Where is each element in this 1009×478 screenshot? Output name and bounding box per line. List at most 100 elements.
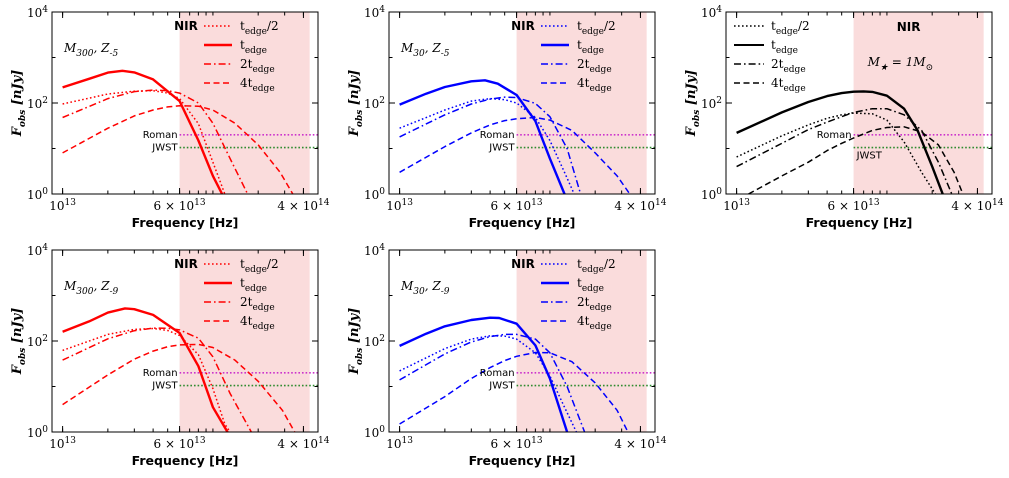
series-line-solid bbox=[62, 307, 229, 432]
jwst-label: JWST bbox=[856, 151, 883, 162]
x-tick-label: 1013 bbox=[49, 198, 76, 213]
jwst-label: JWST bbox=[151, 381, 178, 392]
y-tick-label: 104 bbox=[364, 5, 385, 20]
roman-label: Roman bbox=[817, 130, 852, 141]
x-axis-label: Frequency [Hz] bbox=[469, 215, 576, 230]
y-tick-label: 104 bbox=[27, 5, 48, 20]
nir-label: NIR bbox=[174, 19, 198, 33]
x-tick-label: 4 × 1014 bbox=[614, 198, 666, 213]
x-axis-label: Frequency [Hz] bbox=[132, 215, 239, 230]
jwst-label: JWST bbox=[151, 143, 178, 154]
y-axis-label: Fobs [nJy] bbox=[10, 70, 28, 138]
y-tick-label: 100 bbox=[364, 187, 385, 202]
series-group bbox=[62, 307, 296, 432]
x-tick-label: 6 × 1013 bbox=[491, 436, 543, 451]
x-tick-label: 6 × 1013 bbox=[828, 198, 880, 213]
legend-label: 2tedge bbox=[577, 57, 612, 75]
x-tick-label: 6 × 1013 bbox=[154, 198, 206, 213]
panel-annotation: M★ = 1M⊙ bbox=[867, 55, 934, 73]
x-tick-label: 1013 bbox=[386, 436, 413, 451]
legend-label: 2tedge bbox=[577, 295, 612, 313]
y-axis-label: Fobs [nJy] bbox=[10, 308, 28, 376]
y-tick-label: 100 bbox=[701, 187, 722, 202]
x-tick-label: 4 × 1014 bbox=[951, 198, 1003, 213]
y-tick-label: 102 bbox=[27, 334, 48, 349]
nir-band bbox=[853, 12, 984, 194]
panel-annotation: M30, Z-9 bbox=[400, 279, 450, 297]
series-line-solid bbox=[62, 69, 224, 194]
nir-label: NIR bbox=[897, 20, 921, 34]
legend-label: 4tedge bbox=[577, 314, 612, 332]
series-line-dotted bbox=[399, 97, 575, 194]
series-line-dashdot bbox=[399, 96, 582, 194]
series-line-dashed bbox=[399, 116, 631, 194]
legend-label: tedge bbox=[240, 276, 267, 294]
legend-label: 2tedge bbox=[240, 295, 275, 313]
series-group bbox=[62, 69, 294, 194]
chart-panel-bottom-middle: 100 102 104 1013 6 × 1013 4 × 1014 Frequency [… bbox=[347, 243, 667, 468]
x-tick-label: 4 × 1014 bbox=[277, 198, 329, 213]
y-tick-label: 102 bbox=[364, 334, 385, 349]
chart-panel-top-right: 100 102 104 1013 6 × 1013 4 × 1014 Frequency [… bbox=[684, 5, 1004, 230]
series-line-dotted bbox=[399, 335, 578, 432]
y-tick-label: 100 bbox=[27, 425, 48, 440]
nir-band bbox=[179, 12, 310, 194]
y-axis-label: Fobs [nJy] bbox=[347, 70, 365, 138]
series-group bbox=[399, 79, 631, 194]
jwst-label: JWST bbox=[488, 381, 515, 392]
series-line-dashdot bbox=[62, 327, 252, 432]
jwst-label: JWST bbox=[488, 143, 515, 154]
x-tick-label: 1013 bbox=[386, 198, 413, 213]
x-tick-label: 4 × 1014 bbox=[614, 436, 666, 451]
roman-label: Roman bbox=[480, 130, 515, 141]
y-tick-label: 104 bbox=[364, 243, 385, 258]
series-line-dotted bbox=[736, 112, 937, 194]
roman-label: Roman bbox=[143, 130, 178, 141]
legend-label: tedge/2 bbox=[240, 257, 279, 275]
y-axis-label: Fobs [nJy] bbox=[684, 70, 702, 138]
y-tick-label: 102 bbox=[701, 96, 722, 111]
roman-label: Roman bbox=[480, 368, 515, 379]
legend-label: tedge/2 bbox=[771, 19, 810, 37]
y-tick-label: 100 bbox=[364, 425, 385, 440]
series-line-solid bbox=[399, 316, 569, 432]
y-tick-label: 100 bbox=[27, 187, 48, 202]
panel-annotation: M300, Z-5 bbox=[63, 41, 118, 59]
legend-label: 4tedge bbox=[240, 76, 275, 94]
legend-label: tedge bbox=[771, 38, 798, 56]
x-tick-label: 1013 bbox=[723, 198, 750, 213]
series-line-dashdot bbox=[399, 333, 586, 432]
series-group bbox=[736, 90, 964, 194]
y-tick-label: 104 bbox=[701, 5, 722, 20]
x-tick-label: 6 × 1013 bbox=[491, 198, 543, 213]
nir-label: NIR bbox=[511, 257, 535, 271]
nir-label: NIR bbox=[511, 19, 535, 33]
legend-label: tedge bbox=[577, 276, 604, 294]
chart-panel-top-left: 100 102 104 1013 6 × 1013 4 × 1014 Frequency [… bbox=[10, 5, 330, 230]
series-group bbox=[399, 316, 629, 432]
legend-label: 4tedge bbox=[771, 76, 806, 94]
roman-label: Roman bbox=[143, 368, 178, 379]
legend-label: 4tedge bbox=[240, 314, 275, 332]
panel-annotation: M30, Z-5 bbox=[400, 41, 450, 59]
legend-label: 2tedge bbox=[240, 57, 275, 75]
x-tick-label: 6 × 1013 bbox=[154, 436, 206, 451]
x-axis-label: Frequency [Hz] bbox=[132, 453, 239, 468]
x-axis-label: Frequency [Hz] bbox=[469, 453, 576, 468]
nir-label: NIR bbox=[174, 257, 198, 271]
y-tick-label: 102 bbox=[364, 96, 385, 111]
series-line-dashed bbox=[399, 351, 629, 432]
x-tick-label: 4 × 1014 bbox=[277, 436, 329, 451]
series-line-dashdot bbox=[62, 89, 249, 194]
series-line-dashed bbox=[748, 126, 964, 194]
legend-label: tedge/2 bbox=[240, 19, 279, 37]
chart-panel-top-middle: 100 102 104 1013 6 × 1013 4 × 1014 Frequency [… bbox=[347, 5, 667, 230]
legend-label: tedge bbox=[240, 38, 267, 56]
y-tick-label: 104 bbox=[27, 243, 48, 258]
panel-annotation: M300, Z-9 bbox=[63, 279, 118, 297]
series-line-dashdot bbox=[736, 107, 953, 194]
series-line-solid bbox=[399, 79, 566, 194]
series-line-dashed bbox=[62, 343, 296, 432]
legend-label: tedge/2 bbox=[577, 19, 616, 37]
